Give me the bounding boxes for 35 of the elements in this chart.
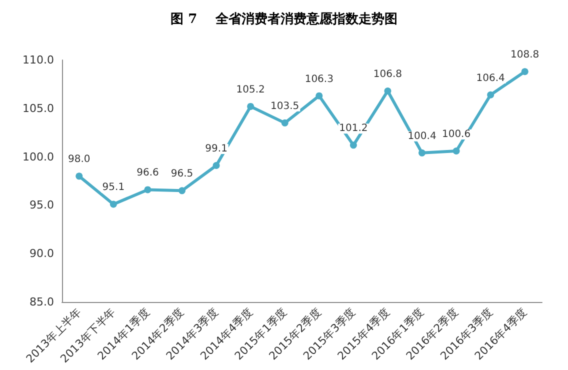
point bbox=[418, 149, 426, 156]
y-tick-label: 90.0 bbox=[30, 247, 54, 260]
point bbox=[281, 119, 288, 126]
point bbox=[384, 87, 392, 94]
y-tick-label: 105.0 bbox=[22, 102, 54, 115]
point bbox=[110, 200, 117, 208]
data-label: 98.0 bbox=[68, 154, 90, 166]
point bbox=[76, 172, 83, 180]
y-tick-label: 85.0 bbox=[30, 296, 54, 308]
data-label: 108.8 bbox=[510, 50, 540, 61]
point bbox=[212, 162, 220, 170]
data-label: 96.6 bbox=[136, 168, 159, 179]
y-tick-label: 110.0 bbox=[22, 54, 54, 66]
data-label: 95.1 bbox=[102, 182, 125, 194]
data-label: 106.4 bbox=[476, 72, 505, 84]
data-label: 100.4 bbox=[408, 130, 436, 142]
data-label: 106.8 bbox=[373, 68, 402, 80]
point bbox=[178, 187, 186, 194]
y-tick-label: 100.0 bbox=[22, 150, 54, 164]
point bbox=[487, 91, 494, 98]
data-label: 105.2 bbox=[236, 84, 265, 96]
data-label: 106.3 bbox=[304, 74, 334, 85]
point bbox=[144, 186, 152, 194]
chart-title: 图 7 全省消费者消费意愿指数走势图 bbox=[170, 11, 398, 27]
point bbox=[452, 147, 460, 154]
point bbox=[350, 142, 357, 149]
data-label: 99.1 bbox=[205, 144, 228, 155]
point bbox=[521, 68, 528, 76]
data-label: 100.6 bbox=[442, 128, 471, 140]
data-label: 101.2 bbox=[339, 123, 368, 134]
y-tick-label: 95.0 bbox=[30, 198, 54, 212]
point bbox=[247, 102, 254, 110]
point bbox=[316, 92, 323, 100]
data-label: 96.5 bbox=[170, 168, 194, 180]
data-label: 103.5 bbox=[270, 100, 300, 112]
